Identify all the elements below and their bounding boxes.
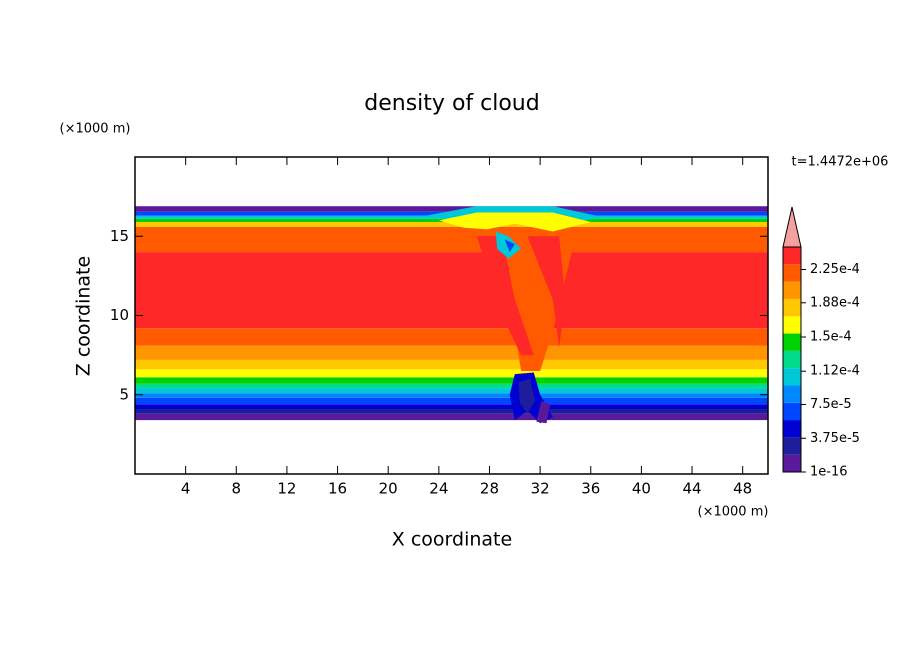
colorbar-tick-label: 7.5e-5	[810, 397, 852, 412]
contour-feature	[504, 239, 515, 253]
colorbar-over	[782, 206, 802, 248]
contour-band	[135, 328, 768, 346]
contour-band	[135, 404, 768, 410]
x-tick-label: 24	[429, 480, 448, 498]
x-tick-label: 44	[682, 480, 701, 498]
y-unit: (×1000 m)	[60, 122, 131, 137]
contour-band	[135, 409, 768, 414]
colorbar-swatch	[783, 350, 801, 369]
contour-band	[135, 221, 768, 227]
x-axis-label: X coordinate	[392, 529, 512, 551]
contour-field	[135, 202, 768, 424]
colorbar-swatch	[783, 247, 801, 265]
contour-feature	[536, 401, 551, 424]
contour-band	[135, 226, 768, 253]
chart-title: density of cloud	[364, 91, 539, 116]
x-tick-label: 28	[480, 480, 499, 498]
x-unit: (×1000 m)	[698, 505, 769, 520]
colorbar-swatch	[783, 298, 801, 317]
top-mask	[135, 202, 768, 207]
contour-band	[135, 413, 768, 421]
x-tick-label: 16	[328, 480, 347, 498]
colorbar-swatch	[783, 333, 801, 351]
x-tick-label: 32	[531, 480, 550, 498]
contour-feature	[476, 236, 534, 356]
colorbar-tick-label: 1.5e-4	[810, 330, 852, 345]
contour-band	[135, 383, 768, 389]
contour-band	[135, 359, 768, 370]
colorbar-swatch	[783, 316, 801, 334]
y-axis-label: Z coordinate	[73, 256, 95, 376]
x-tick-label: 36	[581, 480, 600, 498]
contour-feature	[527, 236, 566, 348]
y-tick-label: 5	[119, 385, 129, 403]
time-annotation: t=1.4472e+06	[792, 155, 889, 170]
colorbar-swatch	[783, 402, 801, 421]
contour-feature	[518, 378, 536, 414]
y-tick-label: 15	[110, 227, 129, 245]
x-tick-label: 40	[632, 480, 651, 498]
y-tick-label: 10	[110, 306, 129, 324]
contour-band	[135, 397, 768, 405]
colorbar-swatch	[783, 385, 801, 403]
colorbar-tick-label: 3.75e-5	[810, 431, 860, 446]
colorbar-swatch	[783, 437, 801, 455]
colorbar-frame	[782, 246, 802, 473]
contour-band	[135, 206, 768, 212]
x-tick-label: 12	[277, 480, 296, 498]
colorbar-swatch	[783, 281, 801, 299]
colorbar-swatch	[783, 420, 801, 438]
colorbar-tick-label: 1e-16	[810, 465, 848, 480]
colorbar-tick-label: 1.12e-4	[810, 364, 860, 379]
contour-band	[135, 369, 768, 378]
colorbar-swatch	[783, 368, 801, 386]
contour-band	[135, 345, 768, 360]
contour-feature	[438, 212, 591, 232]
contour-band	[135, 252, 768, 329]
x-tick-label: 8	[232, 480, 242, 498]
x-tick-label: 48	[733, 480, 752, 498]
contour-band	[135, 377, 768, 384]
colorbar-tick-label: 2.25e-4	[810, 262, 860, 277]
x-tick-label: 4	[181, 480, 191, 498]
x-tick-label: 20	[379, 480, 398, 498]
colorbar-swatch	[783, 264, 801, 282]
colorbar-swatch	[783, 454, 801, 472]
colorbar-tick-label: 1.88e-4	[810, 295, 860, 310]
contour-band	[135, 388, 768, 394]
contour-band	[135, 393, 768, 398]
